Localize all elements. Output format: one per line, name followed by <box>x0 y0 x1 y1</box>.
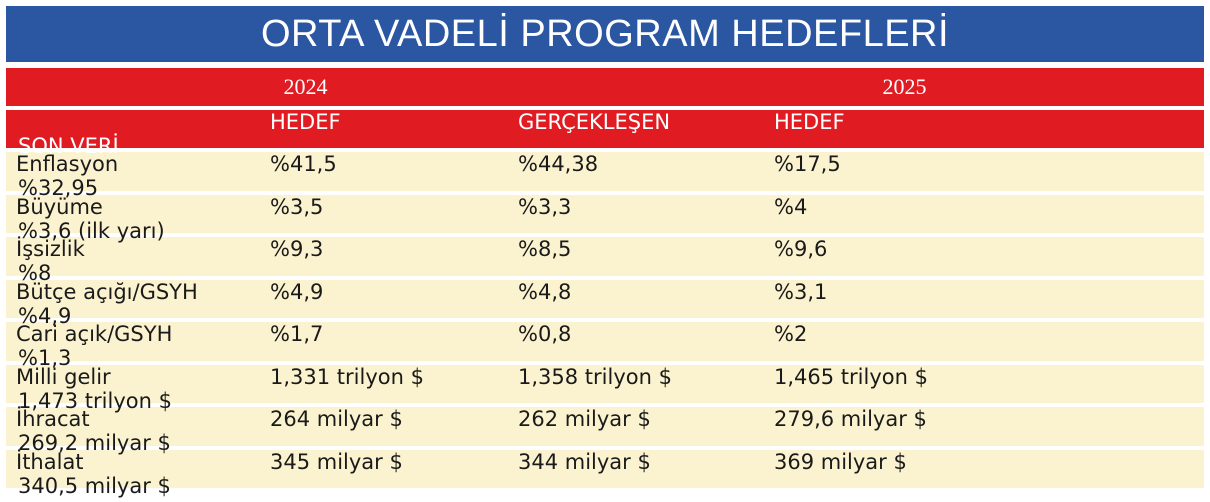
table-cell: %1,3 <box>18 346 72 370</box>
table-cell: %1,7 <box>270 322 324 346</box>
column-header-2025-son-veri: SON VERİ <box>18 134 119 158</box>
row-label: Cari açık/GSYH <box>16 322 173 346</box>
table-cell: 340,5 milyar $ <box>18 473 171 498</box>
table-cell: %3,1 <box>774 279 828 304</box>
table-cell: 1,473 trilyon $ <box>18 388 172 413</box>
table-cell: %4 <box>774 194 808 219</box>
year-header-row: 2024 2025 <box>6 68 1204 106</box>
year-2024-header: 2024 <box>283 74 328 99</box>
table-body: Enflasyon %41,5 %44,38 %17,5 %32,95 Büyüme %3,… <box>6 152 1204 498</box>
row-label: Bütçe açığı/GSYH <box>16 279 198 304</box>
table-cell: %44,38 <box>518 152 599 176</box>
table-cell: 1,465 trilyon $ <box>774 364 928 389</box>
table-cell: %2 <box>774 322 808 346</box>
table-row: Cari açık/GSYH %1,7 %0,8 %2 %1,3 <box>6 322 1204 370</box>
table-row: Milli gelir 1,331 trilyon $ 1,358 trilyon … <box>6 364 1204 413</box>
row-label: İşsizlik <box>16 237 85 261</box>
table-cell: %32,95 <box>18 176 99 200</box>
table-cell: 269,2 milyar $ <box>18 431 171 455</box>
row-label: İhracat <box>16 407 90 431</box>
row-label: İthalat <box>16 449 84 474</box>
table-cell: %17,5 <box>774 152 841 176</box>
table-row: Bütçe açığı/GSYH %4,9 %4,8 %3,1 %4,9 <box>6 279 1204 328</box>
table-cell: 1,358 trilyon $ <box>518 364 672 389</box>
table-cell: %8,5 <box>518 237 572 261</box>
table-cell: %3,6 (ilk yarı) <box>18 218 165 243</box>
table-cell: 279,6 milyar $ <box>774 407 927 431</box>
table-cell: %3,5 <box>270 194 324 219</box>
row-label: Enflasyon <box>16 152 119 176</box>
column-header-2024-gerceklesen: GERÇEKLEŞEN <box>518 110 671 134</box>
column-header-row: HEDEF GERÇEKLEŞEN HEDEF SON VERİ <box>6 110 1204 158</box>
table-cell: %4,8 <box>518 279 572 304</box>
table-row: Büyüme %3,5 %3,3 %4 %3,6 (ilk yarı) <box>6 194 1204 243</box>
table-cell: %4,9 <box>270 279 324 304</box>
table-cell: %9,3 <box>270 237 324 261</box>
table-cell: 344 milyar $ <box>518 449 651 474</box>
table-cell: %8 <box>18 261 52 285</box>
table-row: İhracat 264 milyar $ 262 milyar $ 279,6 mil… <box>6 407 1204 455</box>
table-cell: 345 milyar $ <box>270 449 403 474</box>
table-row: İthalat 345 milyar $ 344 milyar $ 369 milya… <box>6 449 1204 498</box>
table-cell: %41,5 <box>270 152 337 176</box>
row-label: Büyüme <box>16 194 103 219</box>
table-cell: %9,6 <box>774 237 828 261</box>
table-cell: %4,9 <box>18 303 72 328</box>
table-row: İşsizlik %9,3 %8,5 %9,6 %8 <box>6 237 1204 285</box>
table-cell: 262 milyar $ <box>518 407 651 431</box>
row-label: Milli gelir <box>16 364 111 389</box>
table-title: ORTA VADELİ PROGRAM HEDEFLERİ <box>6 6 1204 62</box>
column-header-2024-hedef: HEDEF <box>270 110 341 134</box>
table-cell: 369 milyar $ <box>774 449 907 474</box>
table-cell: %0,8 <box>518 322 572 346</box>
table-cell: 264 milyar $ <box>270 407 403 431</box>
table-row: Enflasyon %41,5 %44,38 %17,5 %32,95 <box>6 152 1204 200</box>
column-header-2025-hedef: HEDEF <box>774 110 845 134</box>
table-cell: %3,3 <box>518 194 572 219</box>
year-2025-header: 2025 <box>882 74 927 99</box>
table-cell: 1,331 trilyon $ <box>270 364 424 389</box>
